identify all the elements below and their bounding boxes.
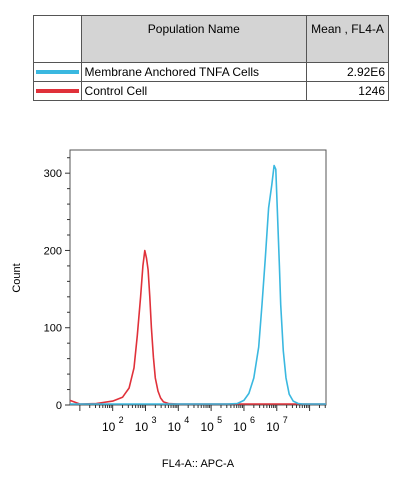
x-tick-label: 10 5 [200, 415, 222, 434]
legend-row-control: Control Cell 1246 [33, 81, 389, 101]
x-tick-label: 10 6 [233, 415, 255, 434]
y-tick-label: 200 [44, 245, 62, 257]
x-tick-exponent: 7 [283, 415, 288, 425]
legend-swatch-cell [33, 62, 82, 82]
legend-row-tnfa: Membrane Anchored TNFA Cells 2.92E6 [33, 62, 389, 82]
histogram-series [69, 164, 326, 405]
population-legend-table: Population Name Mean , FL4-A Membrane An… [33, 15, 389, 101]
legend-swatch-tnfa [36, 70, 79, 74]
plot-area-frame [69, 149, 327, 406]
x-tick-exponent: 4 [184, 415, 189, 425]
x-axis: 10 2 10 3 10 4 10 5 10 6 10 7 [79, 405, 326, 434]
y-axis-label: Count [11, 263, 23, 292]
x-tick-label: 10 7 [266, 415, 288, 434]
x-axis-label: FL4-A:: APC-A [162, 458, 235, 470]
legend-swatch-control [36, 89, 79, 93]
x-tick-base: 10 [200, 420, 214, 434]
x-tick-exponent: 6 [250, 415, 255, 425]
x-tick-exponent: 3 [151, 415, 156, 425]
x-tick-label: 10 3 [135, 415, 157, 434]
y-tick-label: 100 [44, 323, 62, 335]
x-tick-label: 10 4 [168, 415, 190, 434]
x-tick-label: 10 2 [102, 415, 124, 434]
legend-swatch-cell [33, 81, 82, 101]
control-cell-histogram-line [69, 249, 326, 405]
x-tick-base: 10 [266, 420, 280, 434]
y-tick-label: 300 [44, 168, 62, 180]
x-tick-base: 10 [233, 420, 247, 434]
histogram-chart: 0 100 200 300 10 2 10 3 10 4 10 5 10 6 10 7 Count FL4-… [0, 140, 406, 478]
y-axis: 0 100 200 300 [44, 157, 70, 412]
x-tick-exponent: 5 [217, 415, 222, 425]
legend-value-control: 1246 [306, 81, 389, 101]
legend-name-tnfa: Membrane Anchored TNFA Cells [80, 62, 308, 82]
x-tick-exponent: 2 [119, 415, 124, 425]
legend-value-tnfa: 2.92E6 [306, 62, 389, 82]
legend-header-row: Population Name Mean , FL4-A [33, 15, 389, 63]
legend-header-mean-fl4a: Mean , FL4-A [306, 15, 389, 63]
tnfa-cells-histogram-line [70, 164, 326, 405]
legend-header-swatch-cell [33, 15, 82, 63]
legend-header-population-name: Population Name [80, 15, 308, 63]
y-tick-label: 0 [56, 400, 62, 412]
x-tick-base: 10 [135, 420, 149, 434]
x-tick-base: 10 [102, 420, 116, 434]
legend-name-control: Control Cell [80, 81, 308, 101]
x-tick-base: 10 [168, 420, 182, 434]
